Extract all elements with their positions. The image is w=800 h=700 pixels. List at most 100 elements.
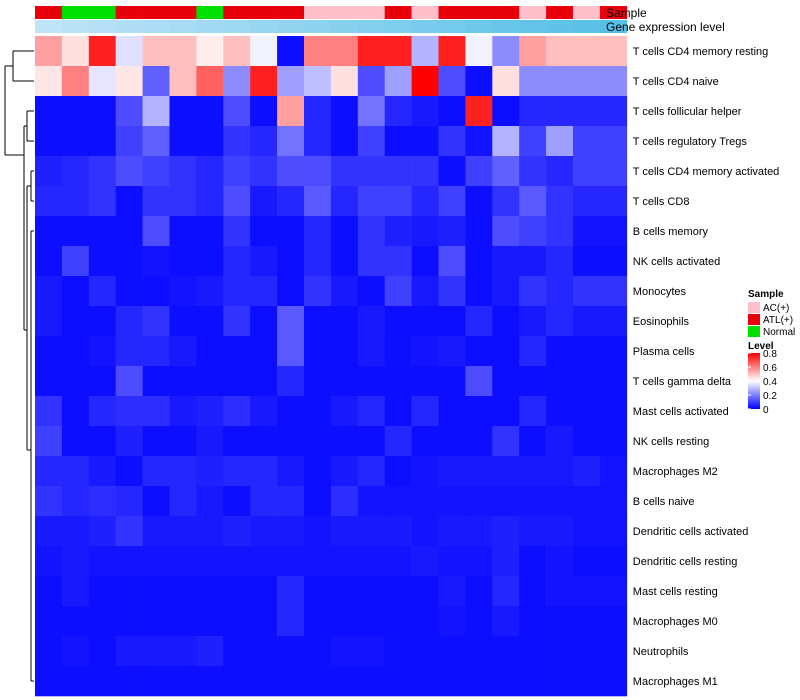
heatmap-cell xyxy=(492,126,520,157)
heatmap-cell xyxy=(519,126,547,157)
heatmap-cell xyxy=(115,666,143,697)
heatmap-cell xyxy=(492,66,520,97)
heatmap-cell xyxy=(169,246,197,277)
heatmap-cell xyxy=(277,276,305,307)
heatmap-cell xyxy=(573,126,601,157)
heatmap-cell xyxy=(142,546,170,577)
heatmap-cell xyxy=(250,366,278,397)
heatmap-cell xyxy=(330,366,359,397)
heatmap-cell xyxy=(411,576,439,607)
heatmap-cell xyxy=(169,276,197,307)
heatmap-cell xyxy=(223,426,251,457)
heatmap-cell xyxy=(465,216,493,247)
heatmap-cell xyxy=(519,276,547,307)
heatmap-cell xyxy=(61,126,90,157)
heatmap-cell xyxy=(599,546,628,577)
heatmap-cell xyxy=(357,666,385,697)
heatmap-cell xyxy=(61,396,90,427)
heatmap-cell xyxy=(142,606,170,637)
dendrogram-branch xyxy=(23,160,34,682)
heatmap-cell xyxy=(519,606,547,637)
heatmap-cell xyxy=(277,546,305,577)
expression-annotation-cell xyxy=(61,20,90,33)
row-label: B cells naive xyxy=(633,496,695,508)
heatmap-cell xyxy=(88,66,116,97)
heatmap-cell xyxy=(142,486,170,517)
heatmap-cell xyxy=(411,186,439,217)
row-label: Macrophages M1 xyxy=(633,676,718,688)
heatmap-cell xyxy=(304,66,332,97)
heatmap-cell xyxy=(277,606,305,637)
heatmap-cell xyxy=(438,456,466,487)
row-label: T cells CD8 xyxy=(633,196,690,208)
heatmap-cell xyxy=(223,666,251,697)
heatmap-cell xyxy=(35,306,63,337)
heatmap-cell xyxy=(304,186,332,217)
heatmap-cell xyxy=(115,246,143,277)
expression-annotation-cell xyxy=(438,20,466,33)
heatmap-cell xyxy=(115,36,143,67)
heatmap-cell xyxy=(384,336,412,367)
heatmap-cell xyxy=(142,186,170,217)
heatmap-cell xyxy=(438,216,466,247)
heatmap-cell xyxy=(519,306,547,337)
heatmap-cell xyxy=(411,156,439,187)
heatmap-cell xyxy=(35,216,63,247)
heatmap-cell xyxy=(142,216,170,247)
heatmap-cell xyxy=(115,336,143,367)
heatmap-cell xyxy=(35,486,63,517)
dendrogram-branch xyxy=(4,66,28,230)
heatmap-cell xyxy=(492,366,520,397)
heatmap-cell xyxy=(357,396,385,427)
heatmap-cell xyxy=(357,426,385,457)
heatmap-cell xyxy=(304,246,332,277)
expression-annotation-cell xyxy=(115,20,143,33)
level-tick-label: 0.8 xyxy=(763,349,777,360)
sample-annotation-bar xyxy=(35,6,628,19)
heatmap-cell xyxy=(169,576,197,607)
heatmap-cell xyxy=(411,486,439,517)
heatmap-cell xyxy=(61,606,90,637)
heatmap-cell xyxy=(519,636,547,667)
heatmap-cell xyxy=(330,306,359,337)
heatmap-cell xyxy=(88,96,116,127)
heatmap-cell xyxy=(304,36,332,67)
heatmap-cell xyxy=(88,186,116,217)
level-tick-label: 0 xyxy=(763,405,769,416)
heatmap-cell xyxy=(492,36,520,67)
heatmap-cell xyxy=(250,96,278,127)
heatmap-cell xyxy=(169,66,197,97)
heatmap-cell xyxy=(196,366,224,397)
heatmap-cell xyxy=(492,336,520,367)
sample-annotation-cell xyxy=(142,6,170,19)
heatmap-cell xyxy=(384,426,412,457)
heatmap-cell xyxy=(250,246,278,277)
heatmap-cell xyxy=(519,36,547,67)
sample-annotation-cell xyxy=(115,6,143,19)
row-labels: T cells CD4 memory resting T cells CD4 na… xyxy=(633,46,780,688)
heatmap-cell xyxy=(196,336,224,367)
heatmap-cell xyxy=(196,216,224,247)
heatmap-cell xyxy=(573,156,601,187)
heatmap-cell xyxy=(277,186,305,217)
heatmap-cell xyxy=(223,96,251,127)
heatmap-cell xyxy=(304,276,332,307)
heatmap-cell xyxy=(438,606,466,637)
heatmap-cell xyxy=(573,426,601,457)
heatmap-cell xyxy=(277,396,305,427)
heatmap-cell xyxy=(304,156,332,187)
heatmap-cell xyxy=(196,396,224,427)
heatmap-cell xyxy=(384,186,412,217)
heatmap-cell xyxy=(546,36,574,67)
heatmap-cell xyxy=(61,216,90,247)
heatmap-cell xyxy=(573,576,601,607)
heatmap-cell xyxy=(88,126,116,157)
heatmap-cell xyxy=(573,486,601,517)
heatmap-cell xyxy=(223,366,251,397)
heatmap-cell xyxy=(384,486,412,517)
expression-annotation-cell xyxy=(223,20,251,33)
heatmap-cell xyxy=(196,66,224,97)
heatmap-cell xyxy=(330,96,359,127)
heatmap-cell xyxy=(465,336,493,367)
heatmap-cell xyxy=(250,516,278,547)
